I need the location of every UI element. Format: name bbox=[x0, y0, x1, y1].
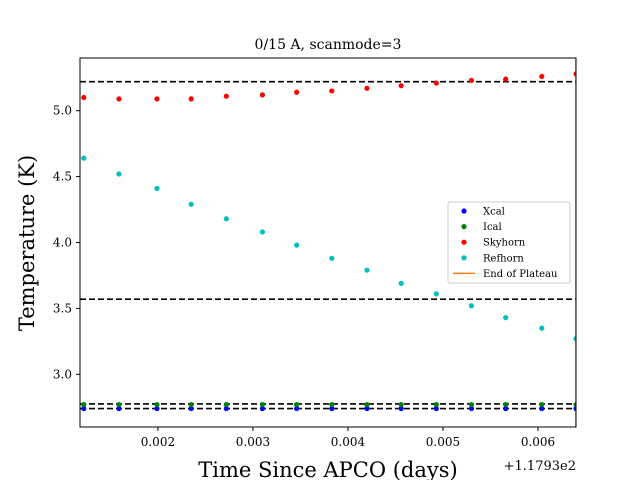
point-ical-6 bbox=[294, 401, 300, 408]
chart-title: 0/15 A, scanmode=3 bbox=[255, 37, 402, 53]
x-axis-label: Time Since APCO (days) bbox=[198, 458, 457, 480]
point-ical-9 bbox=[398, 401, 404, 408]
point-xcal-5 bbox=[259, 405, 266, 412]
point-skyhorn-14 bbox=[573, 71, 576, 77]
point-ical-1 bbox=[116, 401, 122, 408]
y-tick-label-3: 4.5 bbox=[53, 170, 72, 184]
x-tick-label-4: 0.006 bbox=[521, 435, 555, 449]
point-xcal-8 bbox=[364, 405, 370, 412]
point-xcal-10 bbox=[433, 405, 439, 412]
x-tick-label-1: 0.003 bbox=[236, 435, 270, 449]
point-refhorn-8 bbox=[364, 267, 370, 273]
point-xcal-14 bbox=[573, 405, 576, 412]
point-ical-11 bbox=[468, 401, 475, 408]
point-xcal-11 bbox=[468, 405, 475, 412]
point-skyhorn-6 bbox=[294, 89, 300, 95]
point-skyhorn-13 bbox=[539, 73, 545, 80]
point-refhorn-9 bbox=[398, 280, 404, 286]
point-refhorn-1 bbox=[116, 171, 122, 177]
point-skyhorn-10 bbox=[433, 80, 439, 86]
point-ical-10 bbox=[433, 401, 439, 408]
point-refhorn-0 bbox=[81, 155, 87, 161]
x-axis-offset-label: +1.1793e2 bbox=[504, 459, 576, 474]
y-tick-label-4: 5.0 bbox=[53, 104, 72, 118]
point-ical-7 bbox=[329, 401, 335, 408]
legend-label-skyhorn: Skyhorn bbox=[483, 238, 526, 249]
y-tick-label-0: 3.0 bbox=[53, 367, 72, 381]
point-xcal-9 bbox=[398, 405, 404, 412]
legend-label-refhorn: Refhorn bbox=[483, 253, 524, 264]
point-skyhorn-0 bbox=[81, 94, 87, 101]
point-xcal-6 bbox=[294, 405, 300, 412]
legend: Xcal Ical Skyhorn Refhorn End of Plateau bbox=[447, 201, 571, 284]
point-ical-2 bbox=[154, 401, 160, 408]
point-refhorn-11 bbox=[468, 303, 475, 309]
point-refhorn-5 bbox=[259, 229, 266, 235]
point-refhorn-7 bbox=[329, 255, 335, 261]
point-skyhorn-7 bbox=[329, 88, 335, 94]
legend-marker-refhorn bbox=[461, 255, 467, 261]
legend-marker-ical bbox=[461, 224, 467, 230]
point-refhorn-13 bbox=[539, 325, 545, 331]
legend-label-end-of-plateau: End of Plateau bbox=[483, 269, 558, 280]
point-skyhorn-4 bbox=[223, 93, 229, 99]
point-skyhorn-5 bbox=[259, 92, 266, 98]
point-skyhorn-3 bbox=[188, 96, 194, 102]
point-xcal-2 bbox=[154, 405, 160, 412]
point-ical-3 bbox=[188, 401, 194, 408]
x-tick-label-0: 0.002 bbox=[141, 435, 175, 449]
point-ical-0 bbox=[81, 401, 87, 408]
y-axis-label: Temperature (K) bbox=[15, 155, 39, 331]
point-refhorn-14 bbox=[573, 336, 576, 342]
point-ical-5 bbox=[259, 401, 266, 408]
y-tick-label-1: 3.5 bbox=[53, 301, 72, 315]
point-refhorn-4 bbox=[223, 216, 229, 222]
legend-marker-skyhorn bbox=[461, 239, 467, 245]
point-xcal-0 bbox=[81, 405, 87, 412]
point-refhorn-2 bbox=[154, 185, 160, 192]
point-refhorn-6 bbox=[294, 242, 300, 248]
y-tick-label-2: 4.0 bbox=[53, 236, 72, 250]
point-refhorn-12 bbox=[503, 315, 509, 321]
point-xcal-3 bbox=[188, 405, 194, 412]
point-xcal-1 bbox=[116, 405, 122, 412]
legend-label-ical: Ical bbox=[483, 222, 502, 233]
point-xcal-4 bbox=[223, 405, 229, 412]
legend-marker-xcal bbox=[461, 208, 467, 214]
point-skyhorn-2 bbox=[154, 96, 160, 102]
point-xcal-7 bbox=[329, 405, 335, 412]
legend-box bbox=[447, 201, 571, 284]
point-skyhorn-12 bbox=[503, 76, 509, 82]
y-axis-ticks: 3.0 3.5 4.0 4.5 5.0 bbox=[53, 104, 80, 381]
legend-label-xcal: Xcal bbox=[483, 207, 505, 218]
point-ical-14 bbox=[573, 401, 576, 408]
point-xcal-13 bbox=[539, 405, 545, 412]
point-ical-13 bbox=[539, 401, 545, 408]
x-tick-label-3: 0.005 bbox=[426, 435, 460, 449]
point-ical-12 bbox=[503, 401, 509, 408]
point-ical-4 bbox=[223, 401, 229, 408]
point-skyhorn-11 bbox=[468, 77, 475, 84]
point-xcal-12 bbox=[503, 405, 509, 412]
point-skyhorn-1 bbox=[116, 96, 122, 102]
point-refhorn-10 bbox=[433, 291, 439, 297]
x-axis-ticks: 0.002 0.003 0.004 0.005 0.006 bbox=[141, 427, 555, 449]
point-skyhorn-8 bbox=[364, 85, 370, 91]
x-tick-label-2: 0.004 bbox=[331, 435, 366, 449]
point-skyhorn-9 bbox=[398, 83, 404, 89]
point-ical-8 bbox=[364, 401, 370, 408]
point-refhorn-3 bbox=[188, 201, 194, 207]
plot-area bbox=[80, 58, 576, 427]
